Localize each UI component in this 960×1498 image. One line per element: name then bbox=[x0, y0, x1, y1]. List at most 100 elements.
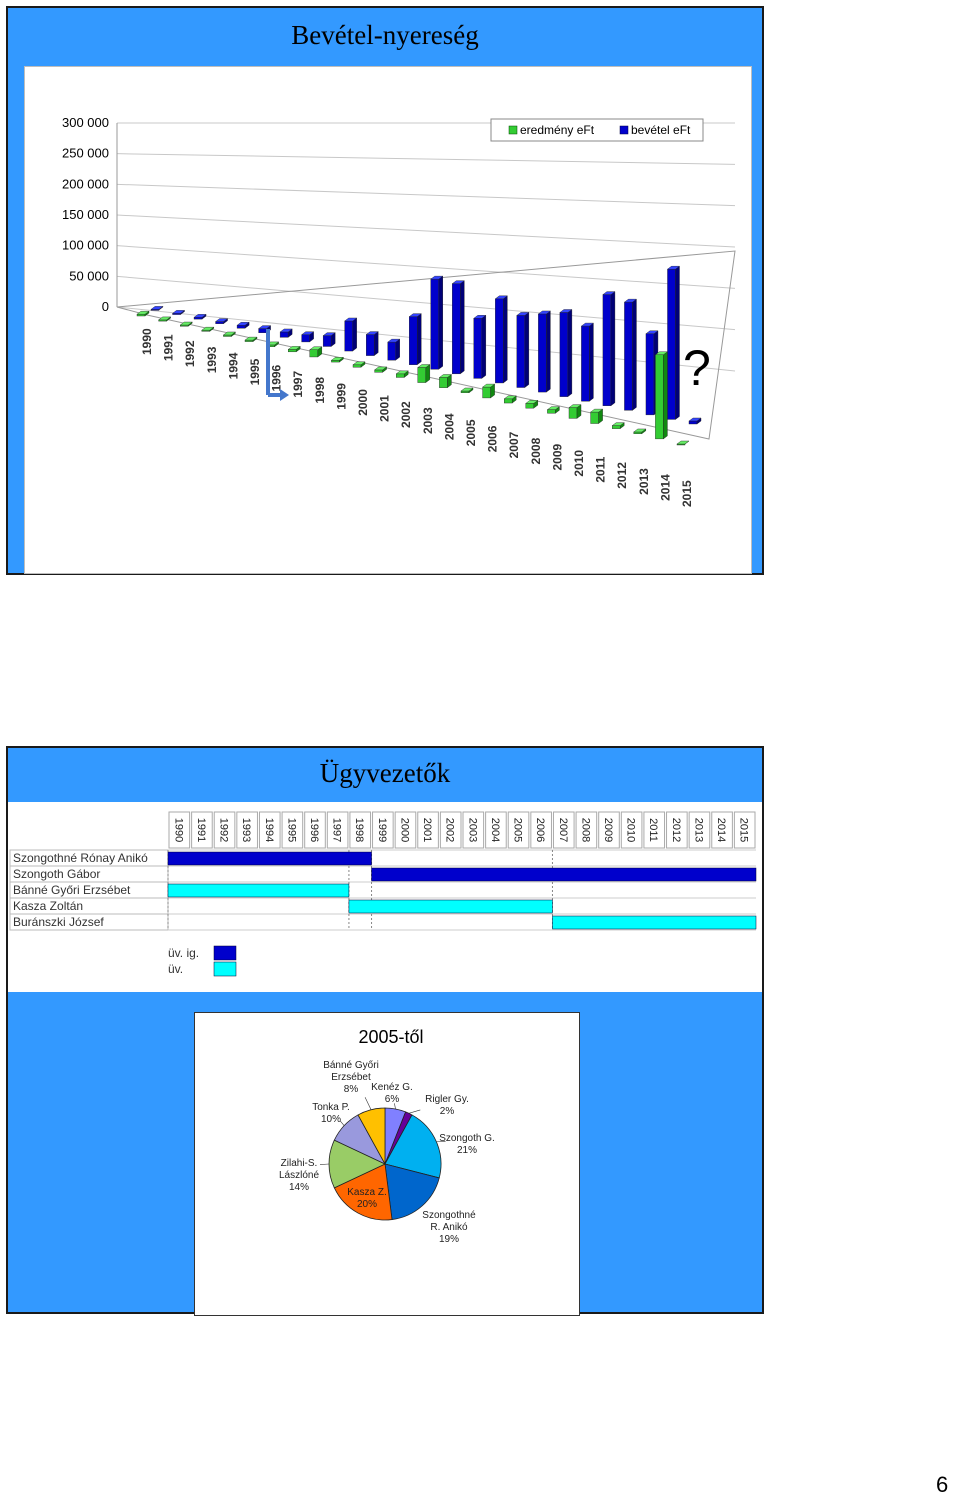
question-mark: ? bbox=[683, 340, 711, 396]
x-tick-label: 2005 bbox=[464, 419, 478, 446]
x-tick-label: 1993 bbox=[205, 346, 219, 373]
bar-revenue bbox=[559, 309, 573, 398]
bar-revenue bbox=[365, 331, 379, 357]
x-tick-label: 2004 bbox=[442, 413, 456, 440]
x-tick-label: 1998 bbox=[313, 377, 327, 404]
x-tick-label: 1999 bbox=[334, 383, 348, 410]
bar-revenue bbox=[150, 305, 164, 311]
person-label: Szongothné Rónay Anikó bbox=[13, 851, 148, 865]
year-label: 1990 bbox=[172, 818, 184, 842]
ownership-pie-chart: 2005-től Kenéz G. 6% Rigler Gy. 2% Szongoth … bbox=[279, 1027, 495, 1245]
bar-revenue bbox=[537, 310, 551, 393]
y-tick-label: 50 000 bbox=[69, 268, 109, 283]
year-label: 2005 bbox=[512, 818, 524, 842]
bar-profit bbox=[589, 408, 604, 424]
bar-chart-panel: 0 50 000 100 000 150 000 200 000 250 000 300 0… bbox=[24, 66, 752, 574]
y-tick-label: 150 000 bbox=[62, 207, 109, 222]
tenure-bar bbox=[348, 899, 553, 914]
pie-title: 2005-től bbox=[358, 1027, 423, 1047]
x-tick-label: 1994 bbox=[226, 352, 240, 379]
arrow-marker bbox=[266, 329, 289, 401]
bar-profit bbox=[611, 422, 625, 430]
bar-profit bbox=[244, 336, 258, 343]
year-label: 1999 bbox=[376, 818, 388, 842]
bar-profit bbox=[309, 346, 323, 358]
legend-swatch bbox=[213, 945, 237, 961]
x-tick-label: 2008 bbox=[529, 437, 543, 464]
x-tick-label: 2014 bbox=[658, 474, 672, 501]
x-tick-label: 2011 bbox=[594, 456, 608, 482]
bar-profit bbox=[568, 404, 582, 419]
bar-revenue bbox=[279, 328, 293, 338]
x-tick-label: 1990 bbox=[140, 328, 154, 355]
slide-title: Bevétel-nyereség bbox=[291, 20, 479, 50]
tenure-bar bbox=[371, 867, 757, 882]
bar-profit bbox=[417, 364, 431, 383]
x-tick-label: 2013 bbox=[637, 468, 651, 495]
tenure-bar bbox=[167, 851, 372, 866]
bar-revenue bbox=[473, 314, 487, 379]
x-tick-label: 1992 bbox=[183, 340, 197, 367]
bar-profit bbox=[374, 366, 388, 373]
year-label: 2000 bbox=[398, 818, 410, 842]
pie-label: Rigler Gy. 2% bbox=[425, 1094, 469, 1117]
bar-revenue bbox=[193, 313, 207, 320]
x-tick-label: 1991 bbox=[162, 334, 176, 361]
person-label: Buránszki József bbox=[13, 915, 104, 929]
year-label: 2007 bbox=[557, 818, 569, 842]
bar-profit bbox=[676, 440, 690, 446]
x-tick-label: 2002 bbox=[399, 401, 413, 428]
bar-profit bbox=[136, 310, 150, 317]
bar-profit bbox=[525, 399, 539, 409]
bar-profit bbox=[546, 406, 561, 414]
bar-profit bbox=[352, 361, 366, 368]
x-tick-label: 2012 bbox=[615, 462, 629, 489]
pie-slice bbox=[357, 1107, 386, 1165]
legend-label-revenue: bevétel eFt bbox=[631, 123, 691, 137]
bar-revenue bbox=[623, 298, 638, 411]
pie-slice bbox=[384, 1163, 440, 1221]
year-label: 2003 bbox=[466, 818, 478, 842]
bar-profit bbox=[201, 326, 215, 332]
pie-label: Tonka P. 10% bbox=[312, 1102, 350, 1125]
bar-profit bbox=[438, 374, 452, 389]
bar-revenue bbox=[322, 332, 336, 347]
legend-swatch bbox=[213, 961, 237, 977]
x-tick-label: 2003 bbox=[421, 407, 435, 434]
x-tick-label: 2000 bbox=[356, 389, 370, 416]
x-tick-label: 2007 bbox=[507, 431, 521, 458]
bar-revenue bbox=[516, 311, 530, 388]
pie-label: Szongothné R. Anikó 19% bbox=[422, 1210, 476, 1245]
bar-revenue bbox=[688, 417, 702, 425]
year-label: 2009 bbox=[602, 818, 614, 842]
y-tick-label: 100 000 bbox=[62, 238, 109, 253]
pie-slice bbox=[333, 1163, 393, 1221]
year-label: 1994 bbox=[263, 818, 275, 842]
bar-revenue bbox=[451, 280, 465, 375]
x-tick-label: 2010 bbox=[572, 450, 586, 477]
x-tick-label: 1995 bbox=[248, 358, 262, 385]
bar-profit bbox=[395, 370, 409, 378]
year-label: 2004 bbox=[489, 818, 501, 842]
year-label: 2008 bbox=[579, 818, 591, 842]
year-label: 1996 bbox=[308, 818, 320, 842]
person-label: Bánné Győri Erzsébet bbox=[13, 883, 131, 897]
slide-managers: Ügyvezetők 1990 1991 1992 1993 1994 1995 1996 1… bbox=[6, 746, 764, 1316]
year-label: 1998 bbox=[353, 818, 365, 842]
pie-label: Kenéz G. 6% bbox=[371, 1082, 413, 1105]
year-label: 2014 bbox=[715, 818, 727, 842]
x-tick-label: 2015 bbox=[680, 480, 694, 507]
bar-revenue bbox=[666, 265, 681, 420]
y-tick-label: 200 000 bbox=[62, 176, 109, 191]
person-label: Szongoth Gábor bbox=[13, 867, 100, 881]
pie-label: Szongoth G. 21% bbox=[439, 1133, 495, 1156]
bar-revenue bbox=[494, 295, 508, 384]
year-label: 1997 bbox=[331, 818, 343, 842]
pie-label: Bánné Győri Erzsébet 8% bbox=[323, 1060, 379, 1095]
bar-profit bbox=[222, 331, 236, 337]
legend-swatch-revenue bbox=[619, 125, 629, 135]
bar-profit bbox=[158, 316, 172, 322]
tenure-bar bbox=[552, 915, 757, 930]
year-label: 2006 bbox=[534, 818, 546, 842]
bar-profit bbox=[633, 428, 647, 435]
